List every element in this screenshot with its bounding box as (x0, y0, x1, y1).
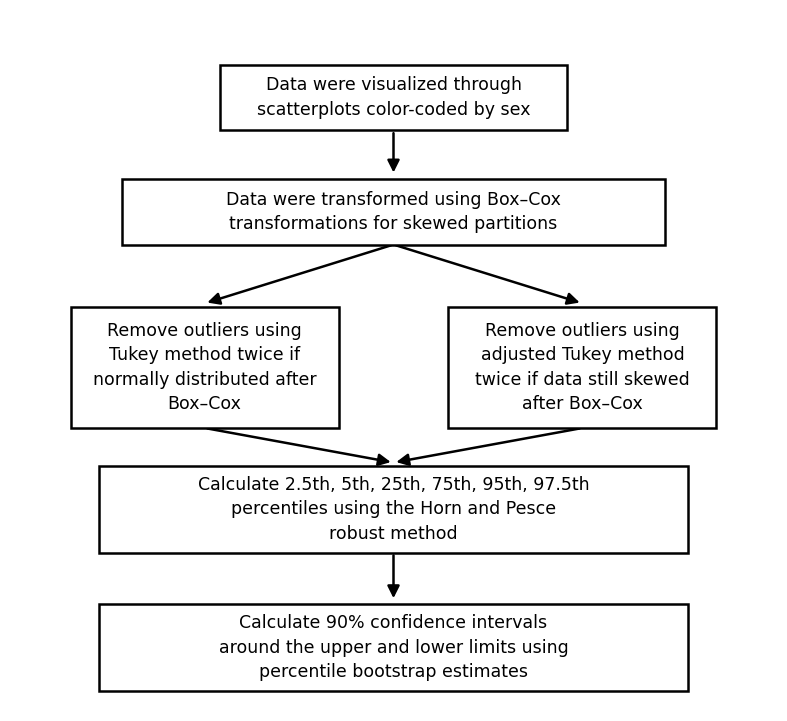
Text: Calculate 90% confidence intervals
around the upper and lower limits using
perce: Calculate 90% confidence intervals aroun… (219, 614, 568, 681)
FancyBboxPatch shape (220, 65, 567, 131)
FancyBboxPatch shape (449, 307, 716, 428)
FancyBboxPatch shape (99, 604, 688, 691)
Text: Calculate 2.5th, 5th, 25th, 75th, 95th, 97.5th
percentiles using the Horn and Pe: Calculate 2.5th, 5th, 25th, 75th, 95th, … (198, 476, 589, 543)
Text: Data were visualized through
scatterplots color-coded by sex: Data were visualized through scatterplot… (257, 76, 530, 119)
FancyBboxPatch shape (121, 179, 666, 244)
Text: Remove outliers using
adjusted Tukey method
twice if data still skewed
after Box: Remove outliers using adjusted Tukey met… (475, 322, 689, 413)
FancyBboxPatch shape (71, 307, 338, 428)
FancyBboxPatch shape (99, 466, 688, 552)
Text: Data were transformed using Box–Cox
transformations for skewed partitions: Data were transformed using Box–Cox tran… (226, 190, 561, 233)
Text: Remove outliers using
Tukey method twice if
normally distributed after
Box–Cox: Remove outliers using Tukey method twice… (93, 322, 316, 413)
